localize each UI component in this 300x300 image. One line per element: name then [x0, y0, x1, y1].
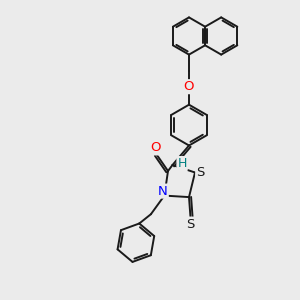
Text: O: O	[184, 80, 194, 93]
Text: N: N	[158, 184, 168, 198]
Text: S: S	[186, 218, 195, 231]
Text: S: S	[196, 166, 205, 179]
Text: O: O	[150, 141, 160, 154]
Text: H: H	[177, 157, 187, 170]
